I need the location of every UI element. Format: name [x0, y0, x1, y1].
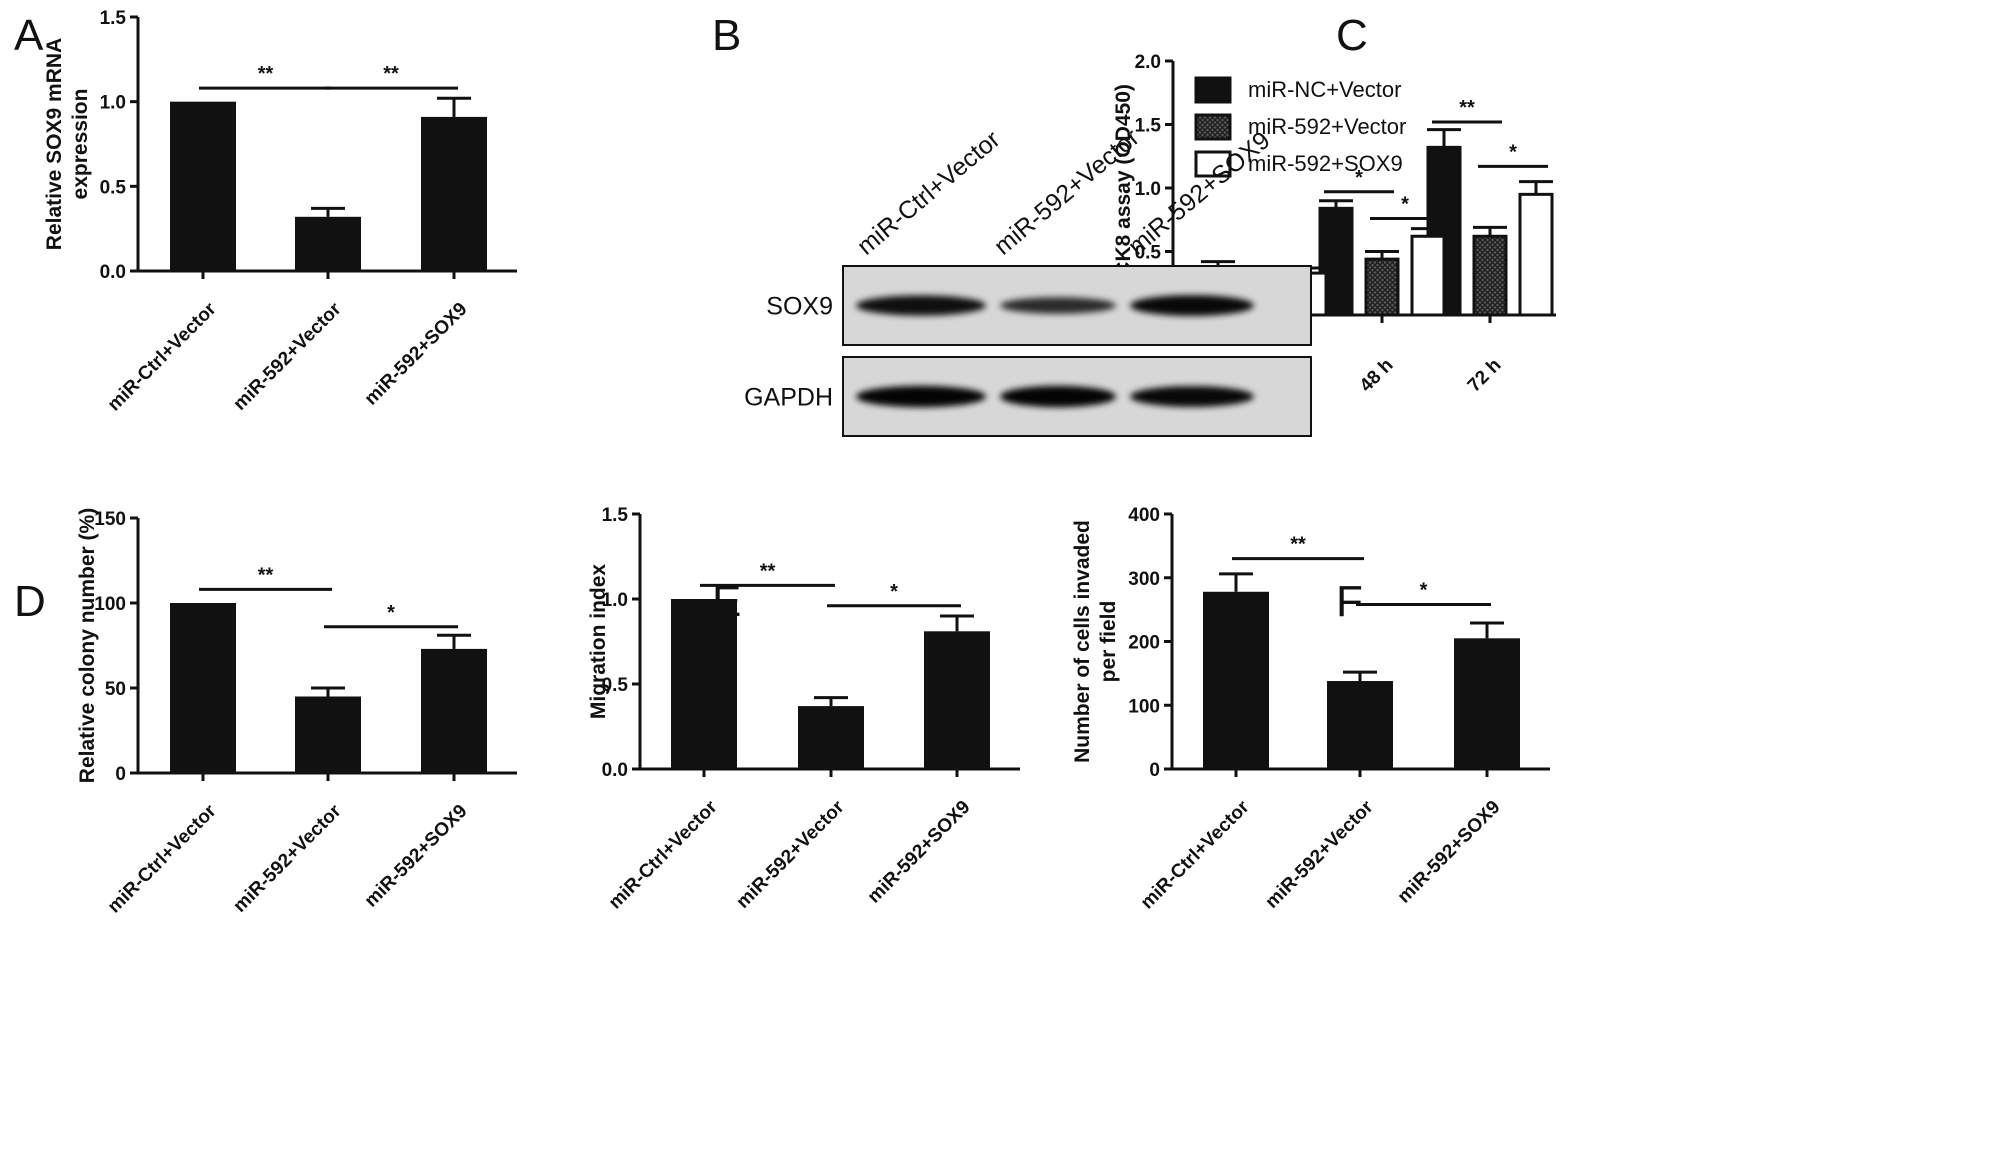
y-tick-label: 1.5: [1135, 116, 1162, 137]
significance-label: *: [1355, 167, 1363, 189]
y-axis-title: Relative SOX9 mRNA: [43, 38, 66, 250]
legend-swatch: [1194, 150, 1232, 178]
significance-label: *: [890, 581, 898, 603]
y-tick-label: 0: [115, 764, 126, 785]
chart-panel-a: 0.0 0.5 1.0 1.5 Relative SOX9 mRNA expression…: [43, 8, 517, 415]
significance-label: *: [1509, 141, 1517, 163]
significance-label: *: [1420, 580, 1428, 602]
y-axis-title: Migration index: [587, 564, 610, 719]
significance-label: **: [383, 63, 399, 85]
bar: [421, 648, 487, 773]
legend-swatch: [1194, 76, 1232, 104]
x-category-label: miR-592+SOX9: [1394, 797, 1505, 908]
x-category-label: miR-592+Vector: [732, 796, 848, 912]
x-category-label: miR-592+Vector: [229, 298, 345, 414]
blot-band: [856, 295, 986, 316]
significance-label: *: [1401, 193, 1409, 215]
blot-lane-label: miR-Ctrl+Vector: [852, 125, 1006, 260]
western-blot-panel-b: miR-Ctrl+VectormiR-592+VectormiR-592+SOX…: [744, 123, 1312, 437]
y-tick-label: 0.0: [602, 760, 628, 781]
y-tick-label: 0: [1149, 760, 1160, 781]
bar: [170, 603, 236, 773]
panel-letter-f: F: [1336, 577, 1363, 626]
bar: [1203, 591, 1269, 769]
bar: [1327, 681, 1393, 769]
chart-panel-f: 0 100 200 300 400 Number of cells invaded per …: [1071, 505, 1550, 913]
legend-label: miR-NC+Vector: [1248, 77, 1401, 102]
y-tick-label: 1.0: [1135, 179, 1161, 200]
y-axis-title: CCK8 assay (OD450): [1112, 84, 1135, 292]
bar: [295, 696, 361, 773]
x-category-label: miR-592+Vector: [229, 800, 345, 916]
y-axis-title: Relative colony number (%): [76, 508, 99, 783]
bar: [295, 216, 361, 271]
x-category-label: 72 h: [1464, 355, 1506, 397]
x-category-label: 48 h: [1356, 355, 1398, 397]
bar: [798, 706, 864, 769]
y-tick-label: 300: [1128, 569, 1160, 590]
significance-label: **: [1290, 534, 1306, 556]
y-tick-label: 100: [1128, 696, 1160, 717]
blot-band: [1000, 385, 1116, 408]
x-category-label: miR-Ctrl+Vector: [104, 298, 221, 415]
blot-band: [1000, 297, 1116, 314]
significance-label: **: [258, 564, 274, 586]
legend-swatch: [1194, 113, 1232, 141]
bar: [421, 116, 487, 271]
significance-label: **: [1459, 97, 1475, 119]
legend-label: miR-592+Vector: [1248, 114, 1406, 139]
blot-row-label: SOX9: [766, 293, 833, 321]
panel-letter-b: B: [712, 11, 741, 60]
y-tick-label: 1.5: [100, 8, 127, 29]
x-category-label: miR-592+Vector: [1261, 796, 1377, 912]
y-axis-title: Number of cells invaded: [1071, 520, 1094, 763]
y-tick-label: 0.5: [100, 177, 127, 198]
bar: [1410, 234, 1446, 317]
y-tick-label: 1.0: [602, 590, 628, 611]
y-tick-label: 0.5: [602, 675, 629, 696]
x-category-label: miR-Ctrl+Vector: [1137, 796, 1254, 913]
panel-letter-c: C: [1336, 11, 1368, 60]
y-tick-label: 100: [94, 594, 126, 615]
blot-band: [1130, 295, 1254, 316]
x-category-label: miR-Ctrl+Vector: [605, 796, 722, 913]
y-axis-title: per field: [1097, 601, 1120, 683]
y-tick-label: 1.0: [100, 93, 126, 114]
significance-label: **: [760, 560, 776, 582]
significance-label: *: [387, 602, 395, 624]
x-category-label: miR-592+SOX9: [361, 801, 472, 912]
bar: [1454, 638, 1520, 769]
y-tick-label: 50: [105, 679, 126, 700]
panel-letter-a: A: [14, 11, 44, 60]
y-tick-label: 200: [1128, 633, 1160, 654]
blot-row-label: GAPDH: [744, 384, 833, 412]
bar: [671, 599, 737, 769]
y-tick-label: 2.0: [1135, 52, 1161, 73]
x-category-label: miR-592+SOX9: [361, 299, 472, 410]
y-tick-label: 0.5: [1135, 243, 1162, 264]
panel-letter-d: D: [14, 577, 46, 626]
y-tick-label: 1.5: [602, 505, 629, 526]
bar: [1518, 192, 1554, 317]
y-axis-title: expression: [69, 89, 92, 200]
y-tick-label: 400: [1128, 505, 1160, 526]
legend-label: miR-592+SOX9: [1248, 151, 1403, 176]
significance-label: **: [258, 63, 274, 85]
x-category-label: miR-Ctrl+Vector: [104, 800, 221, 917]
bar: [170, 101, 236, 272]
x-category-label: miR-592+SOX9: [864, 797, 975, 908]
bar: [1472, 234, 1508, 317]
blot-band: [1130, 386, 1254, 407]
bar: [1364, 257, 1400, 317]
blot-band: [856, 385, 986, 408]
y-tick-label: 150: [94, 509, 126, 530]
bar: [924, 631, 990, 769]
y-tick-label: 0.0: [100, 262, 126, 283]
